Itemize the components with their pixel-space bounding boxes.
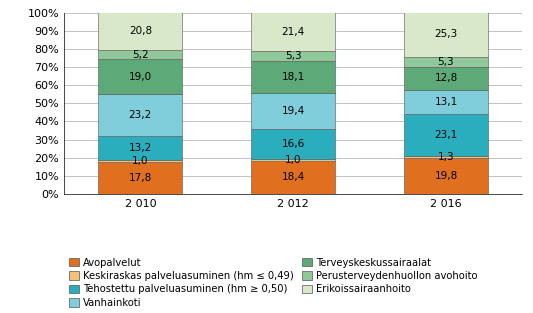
Bar — [251, 12, 335, 51]
Text: 1,0: 1,0 — [132, 156, 149, 166]
Text: 5,3: 5,3 — [285, 51, 302, 61]
Bar — [404, 57, 488, 67]
Bar — [404, 90, 488, 114]
Text: 16,6: 16,6 — [281, 139, 305, 149]
Text: 17,8: 17,8 — [129, 173, 152, 183]
Text: 1,3: 1,3 — [438, 152, 454, 162]
Text: 5,3: 5,3 — [438, 57, 454, 67]
Bar — [404, 156, 488, 158]
Text: 25,3: 25,3 — [434, 29, 457, 39]
Bar — [99, 162, 182, 194]
Text: 13,1: 13,1 — [434, 97, 457, 107]
Text: 23,2: 23,2 — [129, 110, 152, 120]
Bar — [404, 67, 488, 90]
Bar — [251, 61, 335, 94]
Bar — [99, 59, 182, 94]
Bar — [251, 51, 335, 61]
Bar — [99, 50, 182, 59]
Bar — [404, 11, 488, 57]
Bar — [251, 129, 335, 159]
Text: 12,8: 12,8 — [434, 74, 457, 84]
Text: 1,0: 1,0 — [285, 155, 301, 165]
Text: 19,8: 19,8 — [434, 171, 457, 181]
Text: 18,1: 18,1 — [281, 72, 305, 82]
Text: 19,4: 19,4 — [281, 106, 305, 116]
Bar — [99, 12, 182, 50]
Bar — [251, 159, 335, 161]
Bar — [99, 94, 182, 136]
Bar — [404, 158, 488, 194]
Bar — [99, 136, 182, 160]
Bar — [404, 114, 488, 156]
Text: 13,2: 13,2 — [129, 143, 152, 153]
Text: 23,1: 23,1 — [434, 130, 457, 140]
Text: 21,4: 21,4 — [281, 27, 305, 37]
Bar — [251, 94, 335, 129]
Text: 5,2: 5,2 — [132, 50, 149, 60]
Text: 20,8: 20,8 — [129, 26, 152, 36]
Text: 18,4: 18,4 — [281, 172, 305, 182]
Text: 19,0: 19,0 — [129, 72, 152, 82]
Bar — [99, 160, 182, 162]
Legend: Avopalvelut, Keskiraskas palveluasuminen (hm ≤ 0,49), Tehostettu palveluasuminen: Avopalvelut, Keskiraskas palveluasuminen… — [69, 258, 477, 308]
Bar — [251, 161, 335, 194]
